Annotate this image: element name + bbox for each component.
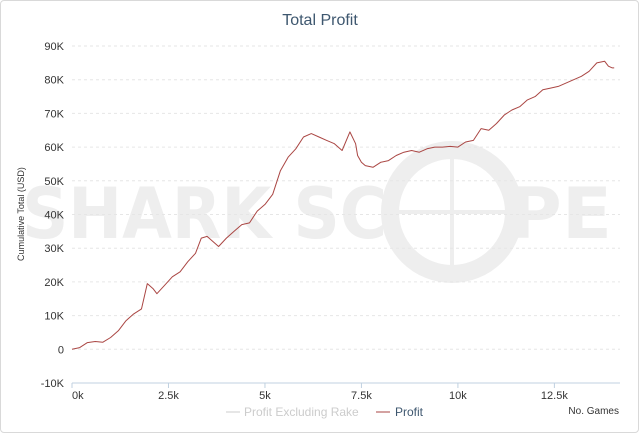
- x-tick-label: 12.5k: [541, 390, 568, 402]
- y-tick-label: 50K: [44, 176, 64, 188]
- chart-title: Total Profit: [282, 12, 358, 29]
- y-tick-label: 60K: [44, 142, 64, 154]
- y-tick-label: -10K: [41, 378, 65, 390]
- y-tick-label: 40K: [44, 210, 64, 222]
- x-tick-label: 7.5k: [351, 390, 372, 402]
- y-tick-label: 90K: [44, 41, 64, 53]
- legend-item-profit-excluding-rake[interactable]: Profit Excluding Rake: [226, 405, 359, 419]
- y-tick-label: 20K: [44, 277, 64, 289]
- gridlines: [72, 45, 620, 350]
- legend: Profit Excluding Rake Profit: [226, 405, 424, 419]
- y-axis-label: Cumulative Total (USD): [16, 167, 26, 261]
- series-group: [71, 60, 615, 350]
- y-tick-label: 10K: [44, 311, 64, 323]
- legend-label-profit-excluding-rake: Profit Excluding Rake: [244, 405, 359, 419]
- y-tick-label: 80K: [44, 75, 64, 87]
- series-line-profit: [71, 60, 615, 350]
- x-tick-label: 2.5k: [158, 390, 179, 402]
- sharkscope-watermark: SHARK SC PE: [22, 141, 612, 283]
- x-tick-label: 10k: [449, 390, 467, 402]
- y-tick-label: 0: [58, 344, 64, 356]
- legend-item-profit[interactable]: Profit: [376, 405, 424, 419]
- legend-label-profit: Profit: [395, 405, 424, 419]
- y-tick-label: 70K: [44, 108, 64, 120]
- y-axis-ticks: -10K 0 10K 20K 30K 40K 50K 60K 70K 80K 90K: [41, 41, 65, 390]
- x-axis-label: No. Games: [568, 406, 619, 417]
- y-tick-label: 30K: [44, 243, 64, 255]
- x-axis-ticks: 0k 2.5k 5k 7.5k 10k 12.5k: [71, 383, 568, 402]
- x-tick-label: 5k: [259, 390, 271, 402]
- x-tick-label: 0k: [72, 390, 84, 402]
